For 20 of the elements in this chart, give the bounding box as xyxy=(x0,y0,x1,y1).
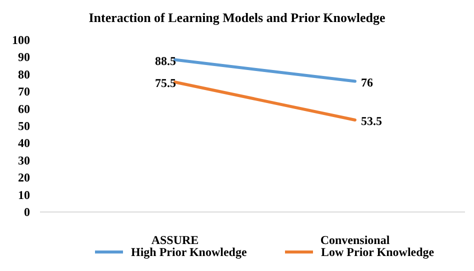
x-tick-label: Convensional xyxy=(320,233,390,247)
y-tick-label: 40 xyxy=(18,136,30,150)
legend-label: High Prior Knowledge xyxy=(131,245,248,259)
y-tick-label: 30 xyxy=(18,153,30,168)
x-tick-label: ASSURE xyxy=(151,233,199,247)
y-tick-label: 50 xyxy=(18,119,30,133)
y-tick-label: 0 xyxy=(24,205,30,219)
legend-label: Low Prior Knowledge xyxy=(321,245,435,259)
y-tick-label: 100 xyxy=(12,33,30,47)
y-tick-label: 60 xyxy=(18,102,30,116)
y-tick-label: 80 xyxy=(18,67,30,82)
data-label: 75.5 xyxy=(155,76,176,90)
data-label: 53.5 xyxy=(361,114,382,128)
y-tick-label: 10 xyxy=(18,188,30,202)
chart-title: Interaction of Learning Models and Prior Knowledge xyxy=(88,10,386,25)
y-tick-label: 70 xyxy=(18,84,30,99)
y-tick-label: 20 xyxy=(18,170,30,185)
y-tick-label: 90 xyxy=(18,50,30,64)
data-label: 88.5 xyxy=(155,54,176,68)
data-label: 76 xyxy=(361,75,373,90)
